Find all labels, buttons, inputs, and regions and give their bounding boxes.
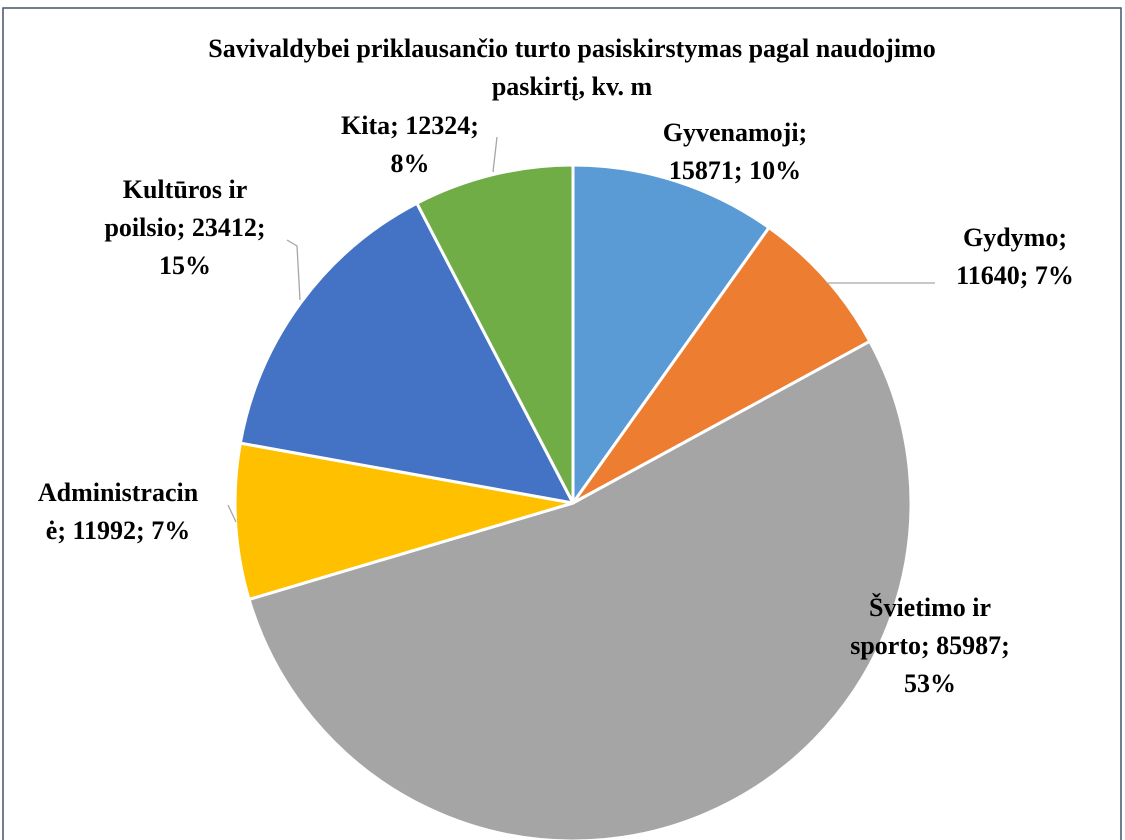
data-label: 15%	[159, 251, 211, 280]
leader-line	[286, 239, 301, 301]
pie-slice	[238, 201, 575, 505]
data-label: Švietimo ir	[869, 593, 991, 622]
leader-line	[492, 136, 498, 173]
labels: Gyvenamoji; 15871; 10% Gydymo; 11640; 7% Švi…	[38, 111, 1074, 698]
data-label: 53%	[904, 669, 956, 698]
data-label: Gyvenamoji;	[663, 118, 807, 147]
data-label: Gydymo;	[963, 223, 1067, 252]
data-label: Kita; 12324;	[341, 111, 479, 140]
chart-title: Savivaldybei priklausančio turto pasiski…	[208, 34, 936, 101]
data-label: 8%	[391, 149, 430, 178]
data-label: sporto; 85987;	[850, 631, 1010, 660]
data-label: Administracin	[38, 478, 199, 507]
frame	[2, 7, 1122, 840]
pie-slice	[415, 163, 575, 505]
data-label: 11640; 7%	[956, 261, 1074, 290]
data-label: ė; 11992; 7%	[46, 516, 190, 545]
pie-slice	[571, 226, 872, 505]
leader-line	[227, 504, 237, 523]
data-label: poilsio; 23412;	[104, 213, 265, 242]
slices	[233, 163, 913, 840]
data-label: Kultūros ir	[123, 175, 247, 204]
pie-slice	[247, 339, 913, 840]
data-label: 15871; 10%	[669, 156, 801, 185]
pie-slice	[571, 163, 771, 505]
